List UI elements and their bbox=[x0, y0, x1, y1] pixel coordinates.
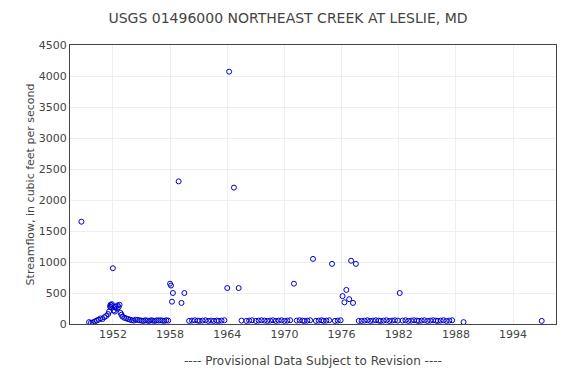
svg-text:1500: 1500 bbox=[39, 225, 67, 238]
svg-text:1000: 1000 bbox=[39, 256, 67, 269]
svg-text:1988: 1988 bbox=[442, 328, 470, 341]
svg-text:1994: 1994 bbox=[499, 328, 527, 341]
svg-text:1970: 1970 bbox=[270, 328, 298, 341]
svg-text:4000: 4000 bbox=[39, 70, 67, 83]
svg-text:1976: 1976 bbox=[328, 328, 356, 341]
svg-text:2500: 2500 bbox=[39, 163, 67, 176]
svg-text:1964: 1964 bbox=[213, 328, 241, 341]
svg-text:1982: 1982 bbox=[385, 328, 413, 341]
svg-text:USGS 01496000 NORTHEAST CREEK: USGS 01496000 NORTHEAST CREEK AT LESLIE,… bbox=[108, 10, 467, 26]
svg-text:4500: 4500 bbox=[39, 39, 67, 52]
svg-text:1958: 1958 bbox=[156, 328, 184, 341]
svg-text:2000: 2000 bbox=[39, 194, 67, 207]
svg-text:3000: 3000 bbox=[39, 132, 67, 145]
svg-text:---- Provisional Data Subject: ---- Provisional Data Subject to Revisio… bbox=[184, 354, 442, 368]
svg-text:500: 500 bbox=[46, 287, 67, 300]
svg-text:1952: 1952 bbox=[99, 328, 127, 341]
svg-text:0: 0 bbox=[60, 318, 67, 331]
svg-text:3500: 3500 bbox=[39, 101, 67, 114]
svg-text:Streamflow, in cubic feet per: Streamflow, in cubic feet per second bbox=[24, 84, 37, 286]
